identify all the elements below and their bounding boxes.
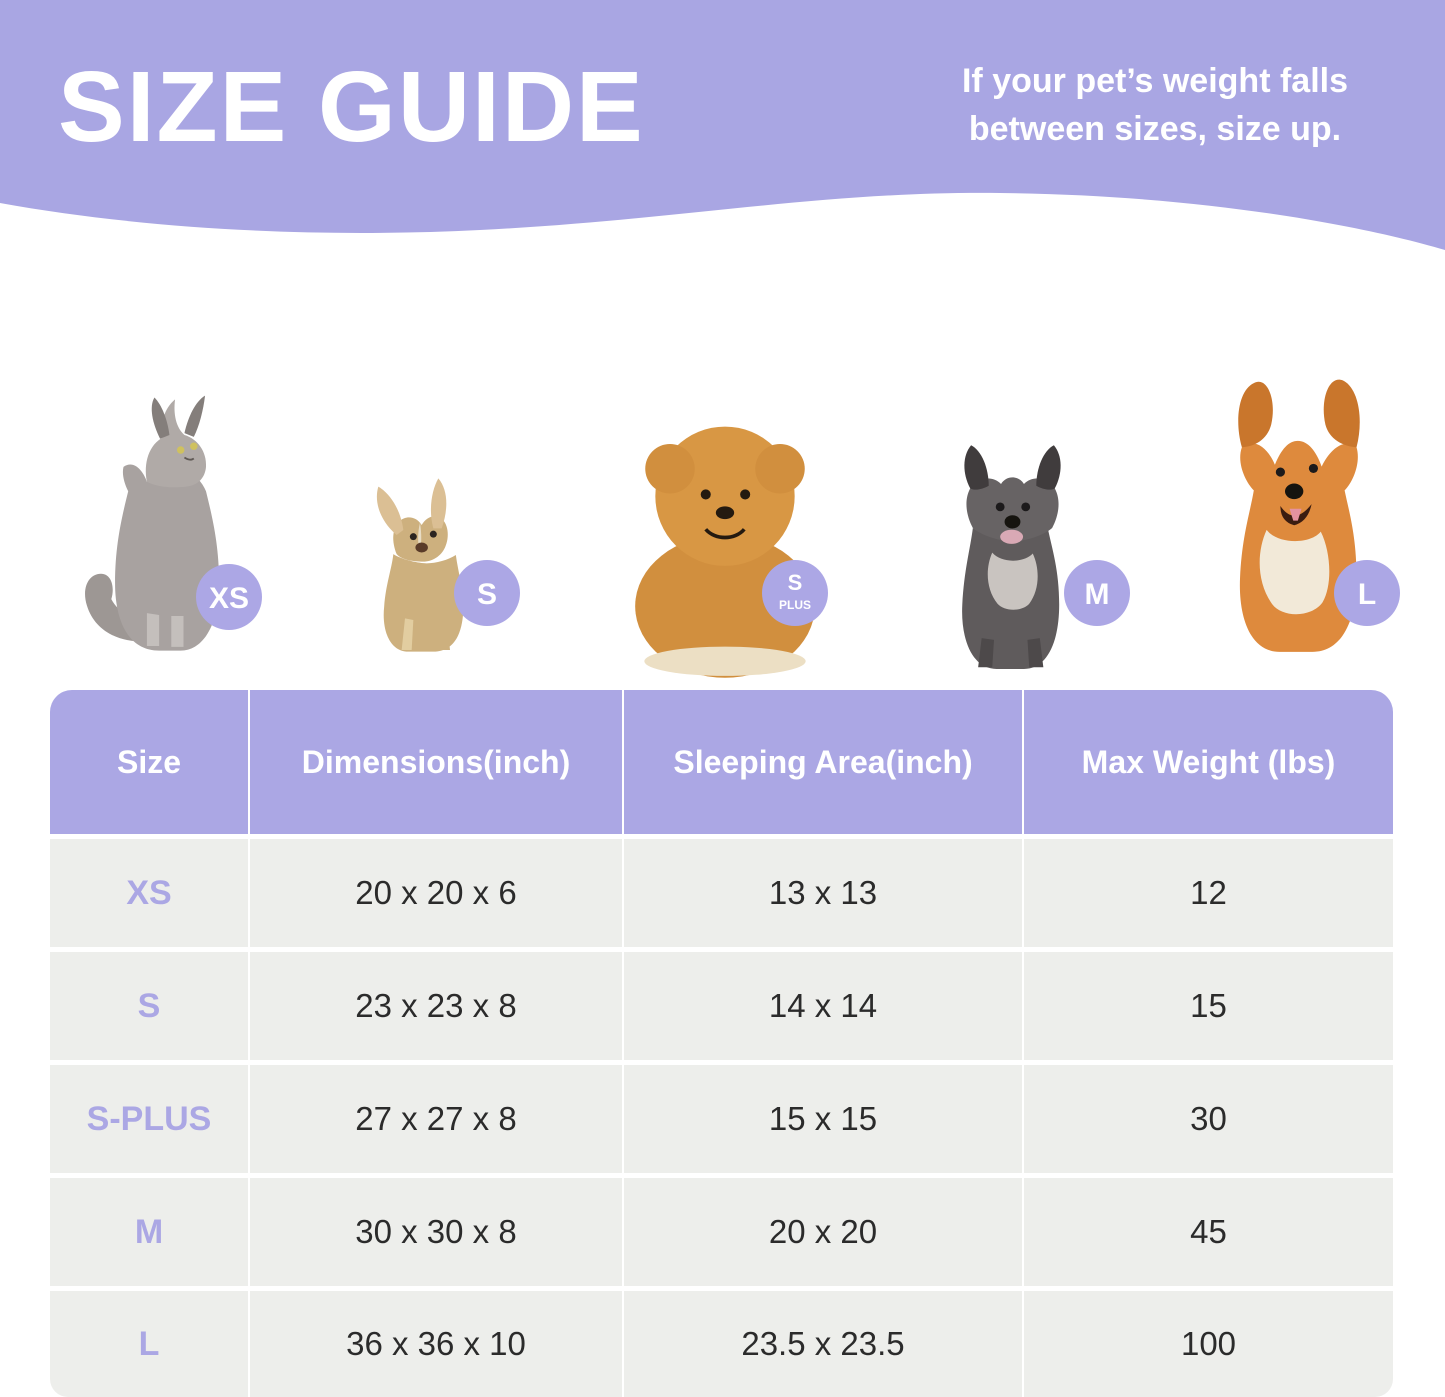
svg-text:S: S bbox=[477, 578, 497, 611]
svg-text:XS: XS bbox=[209, 582, 249, 615]
svg-text:M: M bbox=[1085, 578, 1110, 611]
svg-text:PLUS: PLUS bbox=[779, 598, 811, 612]
svg-text:L: L bbox=[1358, 578, 1376, 611]
svg-text:S: S bbox=[788, 570, 803, 595]
